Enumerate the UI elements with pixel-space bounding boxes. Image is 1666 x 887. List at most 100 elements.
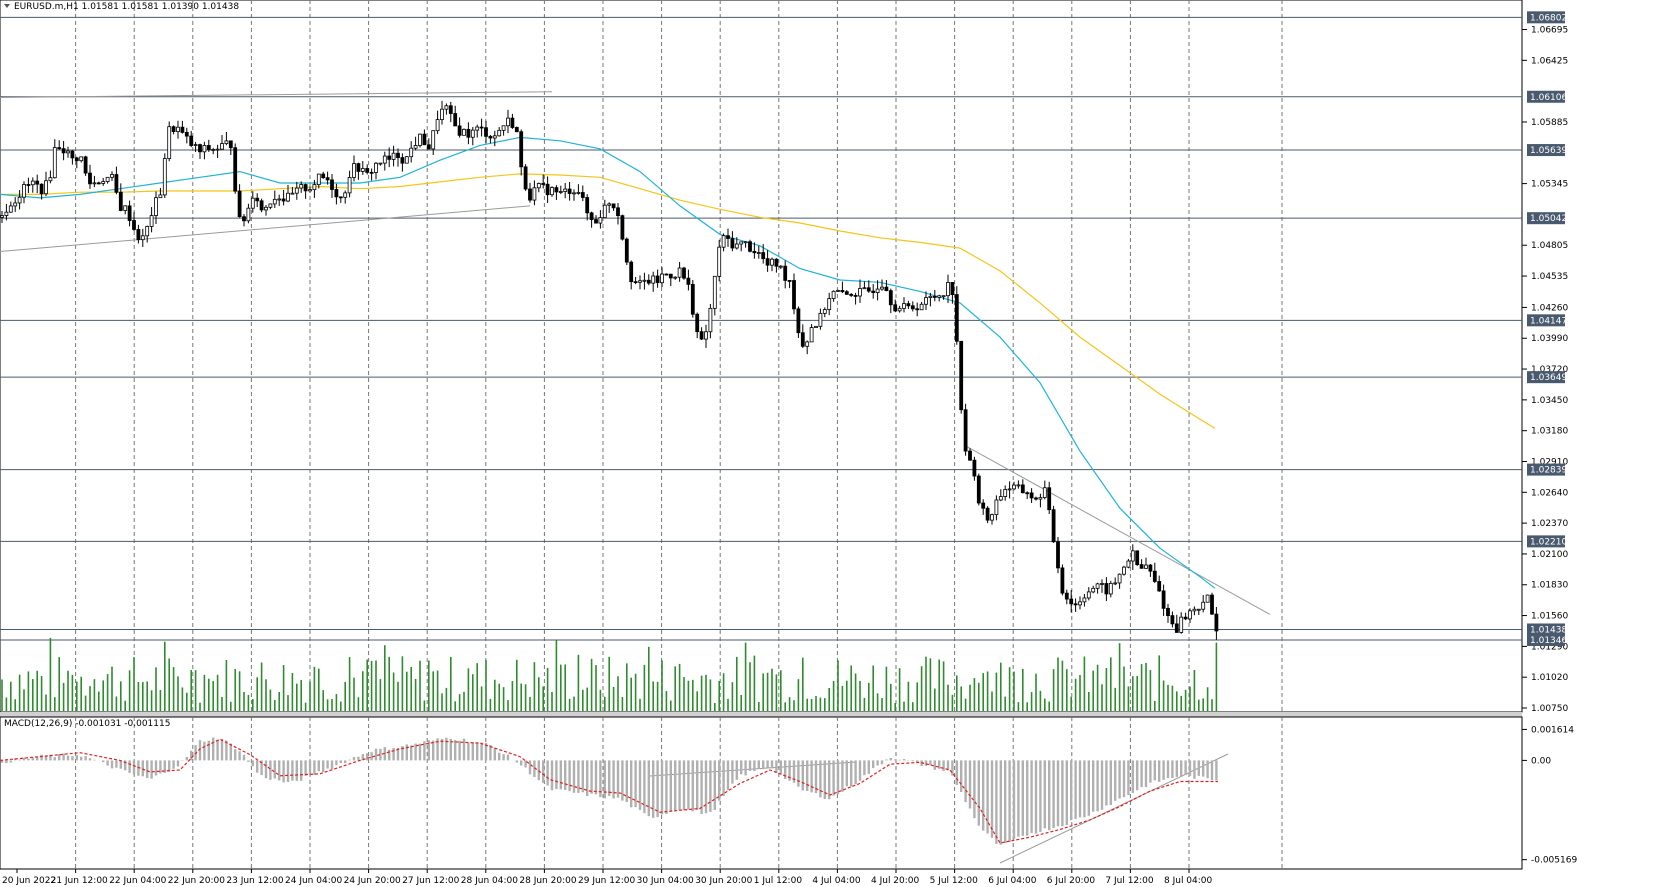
bear-candle (132, 220, 136, 230)
bull-candle (462, 128, 466, 136)
bull-candle (712, 275, 717, 309)
bear-candle (624, 238, 629, 263)
bull-candle (404, 156, 409, 164)
bear-candle (1183, 616, 1188, 620)
bear-candle (853, 295, 858, 297)
bull-candle (0, 215, 4, 218)
bull-candle (8, 205, 13, 213)
bear-candle (594, 219, 598, 224)
price-tick-label: 1.02370 (1531, 519, 1568, 529)
bear-candle (783, 265, 788, 281)
bull-candle (79, 156, 84, 162)
price-tick-label: 1.00750 (1531, 704, 1568, 714)
bull-candle (558, 191, 563, 193)
bear-candle (396, 152, 400, 158)
bear-candle (39, 183, 44, 195)
level-label: 1.04147 (1530, 316, 1567, 326)
bear-candle (616, 207, 620, 217)
bear-candle (884, 286, 889, 292)
price-tick-label: 1.04260 (1531, 303, 1568, 313)
macd-signal-line (0, 738, 1218, 844)
price-axis: 1.06695 1.06425 1.05885 1.05345 1.04805 1.045… (1522, 26, 1568, 714)
bull-candle (1144, 564, 1148, 569)
bull-candle (721, 235, 726, 248)
bull-candle (836, 290, 840, 292)
trendlines[interactable] (0, 91, 1271, 864)
bear-candle (954, 294, 959, 342)
bull-candle (1201, 601, 1206, 610)
bear-candle (118, 191, 123, 211)
bear-candle (83, 156, 88, 174)
bull-candle (272, 198, 277, 205)
macd-plot-frame (0, 716, 1523, 870)
time-label: 7 Jul 12:00 (1105, 876, 1154, 886)
level-label-box (1527, 90, 1565, 103)
bear-candle (893, 304, 898, 312)
bear-candle (1148, 564, 1153, 572)
bear-candle (1073, 603, 1078, 606)
bull-candle (875, 288, 880, 293)
bear-candle (35, 180, 40, 185)
bear-candle (180, 126, 185, 133)
bear-candle (255, 197, 260, 202)
time-label: 28 Jun 20:00 (519, 876, 576, 886)
bear-candle (585, 197, 590, 214)
bear-candle (620, 215, 625, 240)
bear-candle (972, 459, 977, 477)
bear-candle (748, 241, 752, 252)
bear-candle (365, 168, 370, 173)
bear-candle (1029, 492, 1034, 499)
level-label: 1.06802 (1530, 13, 1567, 23)
bull-candle (831, 290, 836, 300)
bear-candle (321, 173, 326, 179)
bull-candle (22, 184, 26, 198)
bull-candle (998, 496, 1003, 501)
level-label-box (1527, 633, 1565, 646)
bull-candle (290, 192, 295, 195)
bear-candle (664, 273, 669, 276)
bull-candle (343, 192, 348, 198)
bull-candle (418, 133, 422, 146)
bear-candle (932, 295, 937, 298)
bear-candle (787, 280, 792, 282)
price-tick-label: 1.06695 (1531, 26, 1568, 36)
bull-candle (48, 177, 53, 182)
price-tick-label: 1.05345 (1531, 180, 1568, 190)
time-label: 22 Jun 04:00 (109, 876, 166, 886)
bull-candle (250, 197, 255, 209)
bear-candle (1161, 590, 1166, 609)
bear-candle (985, 507, 990, 521)
bull-candle (704, 331, 708, 340)
main-plot-frame (0, 0, 1523, 713)
bull-candle (312, 184, 317, 191)
bull-candle (374, 162, 378, 173)
bull-candle (44, 180, 48, 195)
bear-candle (189, 135, 194, 146)
triangle-down-icon[interactable] (4, 4, 10, 8)
bull-candle (928, 295, 933, 299)
bull-candle (941, 295, 946, 298)
level-label: 1.01346 (1530, 636, 1567, 646)
volume-bars (1, 637, 1218, 711)
bull-candle (946, 282, 950, 297)
bull-candle (1126, 560, 1131, 568)
level-label: 1.02839 (1530, 466, 1567, 476)
bear-candle (752, 250, 757, 254)
pane-separator[interactable] (0, 712, 1522, 717)
bear-candle (206, 145, 211, 151)
bull-candle (220, 143, 224, 150)
level-label: 1.06106 (1530, 93, 1567, 103)
bear-candle (646, 279, 651, 284)
vertical-grid (75, 0, 1283, 869)
bear-candle (61, 148, 66, 154)
time-label: 24 Jun 04:00 (285, 876, 342, 886)
bear-candle (1210, 594, 1214, 615)
price-tick-label: 1.03720 (1531, 365, 1568, 375)
bear-candle (479, 126, 484, 129)
bull-candle (17, 196, 22, 204)
bear-candle (330, 179, 334, 190)
bear-candle (510, 117, 515, 128)
fast-moving-average (0, 136, 1216, 589)
